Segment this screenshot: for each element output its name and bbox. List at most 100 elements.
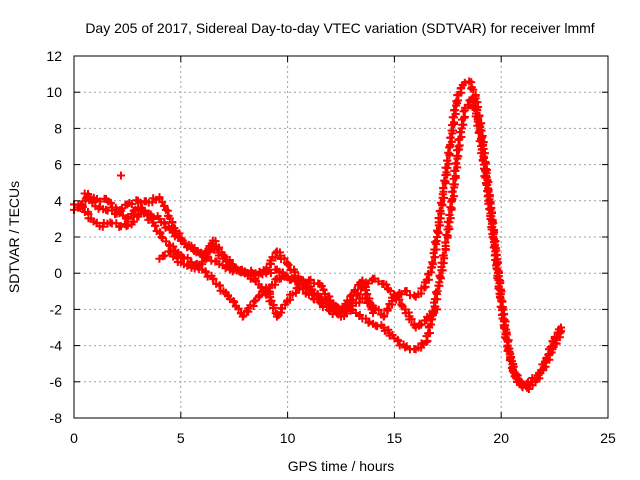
data-point [478,156,487,165]
data-point [166,247,175,256]
data-point [492,261,501,270]
data-point [315,294,324,303]
data-point [445,218,454,227]
data-point [508,365,517,374]
data-point [369,309,378,318]
data-point [266,268,275,277]
data-point [257,283,266,292]
data-point [417,320,426,329]
data-point [85,195,94,204]
data-point [440,176,449,185]
data-point [160,251,169,260]
y-tick-label: 0 [54,265,62,281]
data-point [280,254,289,263]
data-point [136,198,145,207]
data-points [70,77,566,394]
y-tick-label: -8 [50,410,63,426]
data-point [225,255,234,264]
y-tick-label: 4 [54,193,62,209]
x-tick-label: 25 [600,430,616,446]
data-point [373,322,382,331]
data-point [201,249,210,258]
data-point [469,85,478,94]
data-point [318,303,327,312]
data-point [201,268,210,277]
data-point [168,227,177,236]
x-tick-label: 10 [280,430,296,446]
data-point [277,304,286,313]
data-point [449,192,458,201]
data-point [450,106,459,115]
data-point [267,296,276,305]
data-point [407,315,416,324]
data-point [445,210,454,219]
data-point [219,251,228,260]
data-point [499,314,508,323]
y-tick-label: 10 [46,84,62,100]
x-tick-label: 0 [70,430,78,446]
y-axis-label: SDTVAR / TECUs [6,181,22,293]
data-point [358,277,367,286]
gridlines [74,56,608,418]
data-point [106,198,115,207]
data-point [96,197,105,206]
y-tick-labels: 12 10 8 6 4 2 0 -2 -4 -6 -8 [46,48,62,426]
data-point [284,260,293,269]
data-point [433,305,442,314]
data-point [364,297,373,306]
data-point [401,343,410,352]
data-point [451,159,460,168]
data-point [430,253,439,262]
data-point [250,297,259,306]
y-tick-label: 12 [46,48,62,64]
data-point [428,258,437,267]
y-tick-label: 8 [54,120,62,136]
data-point [383,304,392,313]
y-tick-label: 6 [54,157,62,173]
data-point [234,304,243,313]
data-point [395,295,404,304]
x-tick-label: 15 [387,430,403,446]
data-point [220,252,229,261]
data-point [169,242,178,251]
data-point [475,128,484,137]
data-point [496,276,505,285]
data-point [410,291,419,300]
data-point [495,289,504,298]
data-point [446,133,455,142]
x-axis-label: GPS time / hours [288,458,395,474]
data-point [435,271,444,280]
data-point [402,287,411,296]
data-point [499,305,508,314]
chart-title: Day 205 of 2017, Sidereal Day-to-day VTE… [85,20,594,36]
data-point [447,137,456,146]
data-point [183,253,192,262]
data-point [443,163,452,172]
y-tick-label: -6 [50,374,63,390]
data-point [502,328,511,337]
data-point [98,222,107,231]
data-point [277,274,286,283]
data-point [374,305,383,314]
y-tick-label: -2 [50,301,63,317]
data-point [244,270,253,279]
data-point [498,304,507,313]
data-point [150,221,159,230]
data-point [209,275,218,284]
data-point [190,264,199,273]
data-point [351,285,360,294]
data-point [325,292,334,301]
y-tick-label: 2 [54,229,62,245]
data-point [441,238,450,247]
data-point [439,251,448,260]
y-tick-label: -4 [50,338,63,354]
axis-ticks [73,55,609,419]
data-point [557,327,566,336]
data-point [431,238,440,247]
data-point [436,206,445,215]
data-point [491,251,500,260]
data-point [149,213,158,222]
x-tick-labels: 0 5 10 15 20 25 [70,430,616,446]
data-point [436,198,445,207]
data-point [319,285,328,294]
